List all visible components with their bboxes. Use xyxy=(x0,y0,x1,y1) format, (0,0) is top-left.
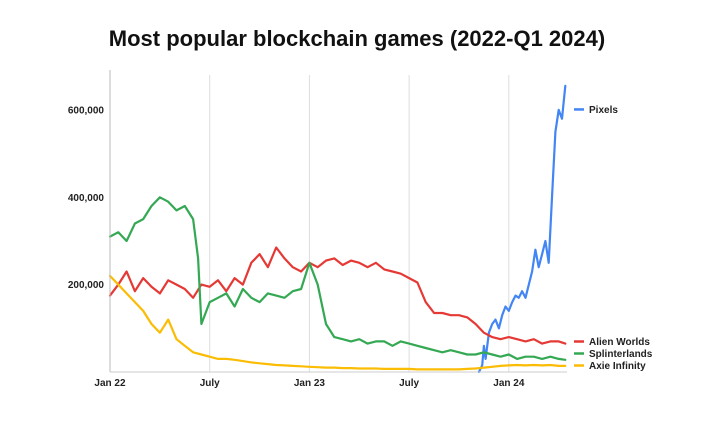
legend-label-alien-worlds: Alien Worlds xyxy=(589,337,650,348)
legend-label-splinterlands: Splinterlands xyxy=(589,349,653,360)
series-line-splinterlands xyxy=(108,196,567,361)
series-line-alien-worlds xyxy=(108,246,567,345)
x-tick-label: Jan 24 xyxy=(493,378,525,389)
x-tick-label: July xyxy=(200,378,220,389)
series-line-pixels xyxy=(477,84,567,374)
x-tick-label: Jan 22 xyxy=(94,378,126,389)
chart-title: Most popular blockchain games (2022-Q1 2… xyxy=(108,26,606,51)
grid-lines xyxy=(109,75,510,372)
x-tick-label: July xyxy=(399,378,419,389)
series-line-axie-infinity xyxy=(108,274,567,371)
y-tick-label: 400,000 xyxy=(68,193,105,204)
axes: Jan 22 July Jan 23 July Jan 24 200,000 400,000… xyxy=(68,70,567,389)
x-tick-label: Jan 23 xyxy=(294,378,326,389)
legend-label-pixels: Pixels xyxy=(589,105,618,116)
y-tick-label: 600,000 xyxy=(68,105,105,116)
legend-label-axie-infinity: Axie Infinity xyxy=(589,361,646,372)
series-lines xyxy=(108,84,567,374)
y-tick-label: 200,000 xyxy=(68,280,105,291)
